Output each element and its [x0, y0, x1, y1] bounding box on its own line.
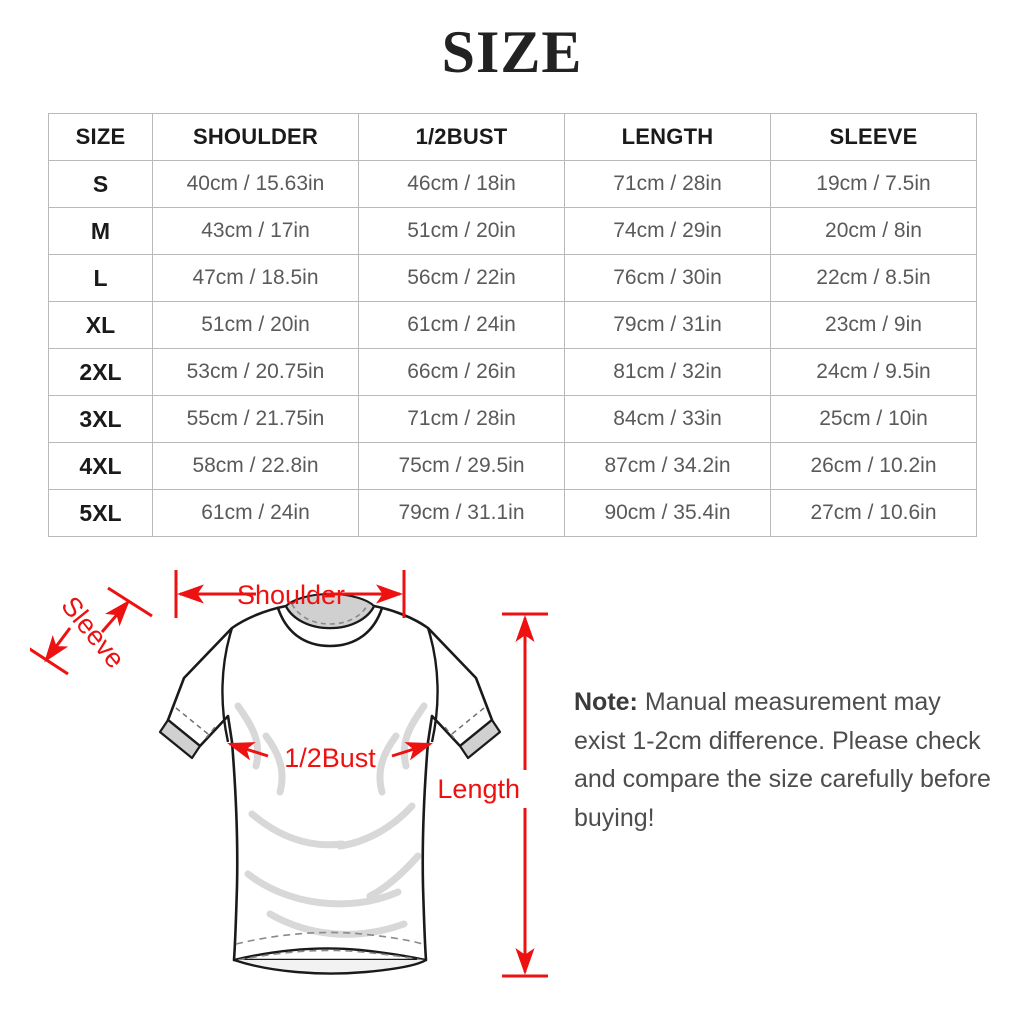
tshirt-left-cuff	[158, 718, 202, 760]
tshirt-hem-curve	[233, 947, 427, 962]
cell-length: 90cm / 35.4in	[564, 489, 771, 537]
cell-size: M	[48, 207, 153, 255]
page-title: SIZE	[441, 19, 583, 85]
cell-bust: 56cm / 22in	[358, 254, 565, 302]
tshirt-collar-stitching	[291, 603, 369, 625]
bust-label: 1/2Bust	[284, 743, 376, 773]
tshirt-fabric-shading	[234, 702, 428, 938]
cell-bust: 66cm / 26in	[358, 348, 565, 396]
size-chart-table: SIZE SHOULDER 1/2BUST LENGTH SLEEVE S 40…	[48, 113, 977, 537]
column-header-length: LENGTH	[564, 113, 771, 161]
length-label: Length	[437, 774, 520, 804]
cell-shoulder: 53cm / 20.75in	[152, 348, 359, 396]
measurement-note: Note: Manual measurement may exist 1-2cm…	[574, 683, 994, 837]
shoulder-measure-annotation: Shoulder	[174, 570, 406, 618]
cell-sleeve: 25cm / 10in	[770, 395, 977, 443]
tshirt-hem-stitching-upper	[235, 931, 427, 946]
table-row: L 47cm / 18.5in 56cm / 22in 76cm / 30in …	[48, 254, 977, 302]
size-chart-table-container: SIZE SHOULDER 1/2BUST LENGTH SLEEVE S 40…	[48, 113, 977, 537]
cell-length: 87cm / 34.2in	[564, 442, 771, 490]
length-measure-annotation: Length	[437, 612, 548, 978]
column-header-bust: 1/2BUST	[358, 113, 565, 161]
bust-measure-annotation: 1/2Bust	[227, 742, 433, 773]
tshirt-left-cuff-stitching	[175, 707, 217, 739]
table-row: 2XL 53cm / 20.75in 66cm / 26in 81cm / 32…	[48, 348, 977, 396]
table-row: 5XL 61cm / 24in 79cm / 31.1in 90cm / 35.…	[48, 489, 977, 537]
table-row: 4XL 58cm / 22.8in 75cm / 29.5in 87cm / 3…	[48, 442, 977, 490]
cell-length: 84cm / 33in	[564, 395, 771, 443]
shoulder-label: Shoulder	[237, 580, 345, 610]
sleeve-measure-annotation: Sleeve	[30, 586, 153, 676]
cell-shoulder: 55cm / 21.75in	[152, 395, 359, 443]
cell-shoulder: 47cm / 18.5in	[152, 254, 359, 302]
cell-sleeve: 23cm / 9in	[770, 301, 977, 349]
sleeve-arrow-upper	[100, 599, 130, 633]
tshirt-garment	[158, 592, 502, 975]
sleeve-arrow-lower	[44, 627, 72, 663]
cell-sleeve: 20cm / 8in	[770, 207, 977, 255]
sleeve-lower-endcap	[30, 647, 69, 676]
table-row: S 40cm / 15.63in 46cm / 18in 71cm / 28in…	[48, 160, 977, 208]
table-row: M 43cm / 17in 51cm / 20in 74cm / 29in 20…	[48, 207, 977, 255]
tshirt-right-cuff-stitching	[443, 707, 485, 739]
tshirt-hem-stitching-lower	[237, 949, 426, 962]
column-header-sleeve: SLEEVE	[770, 113, 977, 161]
tshirt-measurement-diagram: Shoulder Sleeve 1/2Bust Length	[0, 548, 1024, 1024]
cell-sleeve: 27cm / 10.6in	[770, 489, 977, 537]
table-row: XL 51cm / 20in 61cm / 24in 79cm / 31in 2…	[48, 301, 977, 349]
cell-sleeve: 22cm / 8.5in	[770, 254, 977, 302]
cell-bust: 75cm / 29.5in	[358, 442, 565, 490]
sleeve-upper-endcap	[107, 586, 153, 618]
column-header-size: SIZE	[48, 113, 153, 161]
cell-bust: 51cm / 20in	[358, 207, 565, 255]
cell-bust: 79cm / 31.1in	[358, 489, 565, 537]
cell-size: 4XL	[48, 442, 153, 490]
cell-sleeve: 26cm / 10.2in	[770, 442, 977, 490]
cell-size: XL	[48, 301, 153, 349]
cell-length: 76cm / 30in	[564, 254, 771, 302]
note-label: Note:	[574, 688, 638, 716]
cell-shoulder: 51cm / 20in	[152, 301, 359, 349]
cell-shoulder: 61cm / 24in	[152, 489, 359, 537]
cell-shoulder: 58cm / 22.8in	[152, 442, 359, 490]
table-row: 3XL 55cm / 21.75in 71cm / 28in 84cm / 33…	[48, 395, 977, 443]
tshirt-right-cuff	[458, 718, 502, 760]
note-text: Manual measurement may exist 1-2cm diffe…	[574, 688, 991, 832]
bust-arrow-right	[391, 742, 433, 761]
cell-shoulder: 40cm / 15.63in	[152, 160, 359, 208]
tshirt-hem-bottom	[233, 958, 427, 975]
cell-size: 3XL	[48, 395, 153, 443]
tshirt-left-armhole-seam	[221, 627, 234, 743]
cell-length: 74cm / 29in	[564, 207, 771, 255]
table-header-row: SIZE SHOULDER 1/2BUST LENGTH SLEEVE	[48, 113, 977, 161]
cell-bust: 46cm / 18in	[358, 160, 565, 208]
cell-length: 71cm / 28in	[564, 160, 771, 208]
cell-length: 81cm / 32in	[564, 348, 771, 396]
bust-arrow-left	[227, 742, 269, 761]
cell-sleeve: 19cm / 7.5in	[770, 160, 977, 208]
tshirt-illustration-svg: Shoulder Sleeve 1/2Bust Length	[30, 570, 548, 978]
column-header-shoulder: SHOULDER	[152, 113, 359, 161]
cell-size: 5XL	[48, 489, 153, 537]
cell-size: 2XL	[48, 348, 153, 396]
cell-sleeve: 24cm / 9.5in	[770, 348, 977, 396]
cell-shoulder: 43cm / 17in	[152, 207, 359, 255]
cell-size: S	[48, 160, 153, 208]
cell-length: 79cm / 31in	[564, 301, 771, 349]
cell-bust: 71cm / 28in	[358, 395, 565, 443]
cell-size: L	[48, 254, 153, 302]
tshirt-right-armhole-seam	[426, 627, 439, 743]
cell-bust: 61cm / 24in	[358, 301, 565, 349]
tshirt-collar-band	[276, 607, 384, 648]
